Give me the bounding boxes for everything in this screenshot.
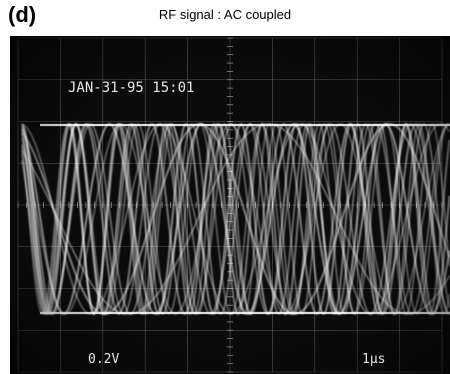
figure-caption: RF signal : AC coupled xyxy=(158,7,292,22)
panel-label: (d) xyxy=(8,2,37,27)
oscilloscope-display: JAN-31-95 15:01 0.2V 1µs xyxy=(10,36,450,374)
timestamp-readout: JAN-31-95 15:01 xyxy=(68,80,194,96)
oscilloscope-screen: JAN-31-95 15:01 0.2V 1µs xyxy=(10,36,450,374)
vertical-scale-readout: 0.2V xyxy=(88,352,119,367)
time-scale-readout: 1µs xyxy=(362,352,385,367)
